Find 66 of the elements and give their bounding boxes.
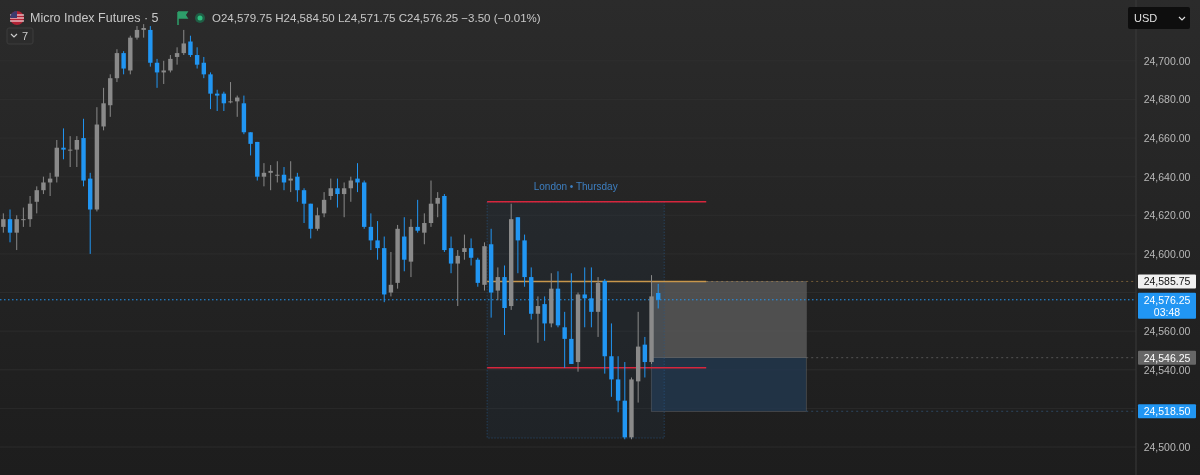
candlestick <box>248 131 253 156</box>
candlestick <box>301 187 307 224</box>
candlestick <box>261 162 267 187</box>
candlestick <box>7 209 13 243</box>
candlestick <box>615 355 621 413</box>
candlestick <box>1 212 6 234</box>
candlestick <box>174 46 180 66</box>
candlestick <box>388 251 394 297</box>
candlestick <box>375 220 380 261</box>
candlestick <box>268 164 273 191</box>
candlestick <box>194 46 200 70</box>
candlestick <box>422 212 427 245</box>
candlestick <box>462 234 467 261</box>
y-tick-label: 24,540.00 <box>1143 363 1191 376</box>
candlestick <box>341 181 347 218</box>
y-tick-label: 24,500.00 <box>1143 441 1191 453</box>
candlestick <box>315 207 320 232</box>
candlestick <box>609 322 614 398</box>
candlestick <box>455 249 460 307</box>
candlestick <box>295 172 300 203</box>
candlestick <box>21 207 26 228</box>
currency-selector: USD <box>1128 7 1190 29</box>
y-tick-label: 24,620.00 <box>1143 209 1191 222</box>
candlestick <box>335 178 340 209</box>
candlestick <box>535 295 541 344</box>
y-tick-label: 24,680.00 <box>1143 93 1191 106</box>
band-label: 24,518.50 <box>1143 405 1191 418</box>
candlestick <box>515 216 521 274</box>
candlestick <box>448 236 454 274</box>
candlestick <box>562 311 567 369</box>
annotation: 7 <box>22 30 29 42</box>
candlestick <box>275 160 280 183</box>
y-tick-label: 24,560.00 <box>1143 325 1191 338</box>
candlestick <box>34 185 39 214</box>
candlestick <box>121 50 126 75</box>
candlestick <box>161 60 166 85</box>
candlestick <box>468 237 474 266</box>
y-tick-label: 24,700.00 <box>1143 54 1191 67</box>
candlestick <box>288 160 293 193</box>
band-label: 24,546.25 <box>1143 351 1191 364</box>
candlestick <box>435 191 440 218</box>
y-tick-label: 24,660.00 <box>1143 132 1191 145</box>
candlestick <box>415 199 420 234</box>
candlestick <box>328 178 333 201</box>
candlestick <box>67 135 73 168</box>
candlestick <box>208 71 213 110</box>
candlestick <box>181 29 186 56</box>
candlestick <box>214 89 220 112</box>
candlestick <box>14 214 19 251</box>
text: 03:48 <box>1153 305 1181 318</box>
text: O24,579.75 H24,584.50 L24,571.75 C24,576.25 −3.50 (−0.01%) <box>212 12 541 24</box>
y-tick-label: 24,640.00 <box>1143 170 1191 183</box>
ref-line-label: 24,585.75 <box>1143 275 1191 288</box>
candlestick <box>61 127 66 160</box>
candlestick <box>495 266 501 301</box>
ref-line-label: 24,576.25 <box>1143 293 1191 306</box>
candlestick <box>402 216 407 272</box>
annotation: London • Thursday <box>533 180 618 192</box>
text: Micro Index Futures · 5 <box>30 11 159 25</box>
candlestick <box>188 35 193 58</box>
candlestick <box>475 257 480 288</box>
candlestick <box>228 81 233 104</box>
candlestick <box>74 135 80 168</box>
annotation: USD <box>1134 12 1158 24</box>
y-tick-label: 24,600.00 <box>1143 247 1191 260</box>
candlestick <box>101 87 106 131</box>
